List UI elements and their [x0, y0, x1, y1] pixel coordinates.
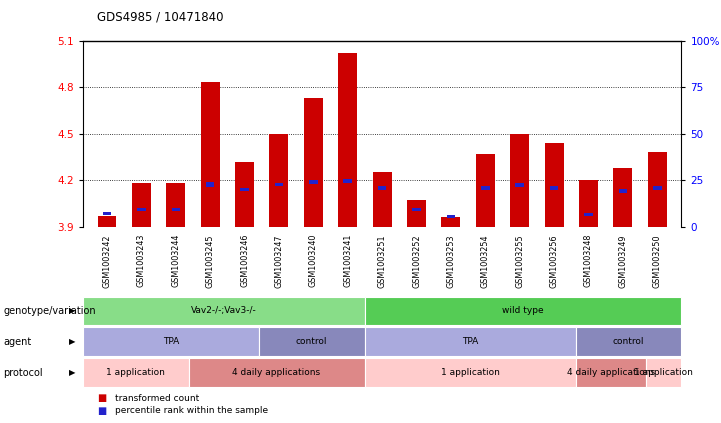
- Text: 4 daily applications: 4 daily applications: [232, 368, 321, 377]
- Bar: [137, 208, 146, 211]
- Text: GSM1003253: GSM1003253: [446, 234, 456, 288]
- Bar: [579, 180, 598, 227]
- Bar: [446, 215, 455, 218]
- Bar: [132, 183, 151, 227]
- Text: TPA: TPA: [462, 337, 478, 346]
- Text: GSM1003254: GSM1003254: [481, 234, 490, 288]
- Bar: [476, 154, 495, 227]
- Bar: [200, 82, 220, 227]
- Text: GSM1003248: GSM1003248: [584, 234, 593, 288]
- Bar: [378, 186, 386, 190]
- Bar: [550, 186, 558, 190]
- Bar: [412, 208, 421, 211]
- Bar: [343, 179, 352, 183]
- Text: transformed count: transformed count: [115, 394, 200, 403]
- Text: wild type: wild type: [502, 306, 544, 316]
- Text: control: control: [296, 337, 327, 346]
- Bar: [97, 216, 117, 227]
- Text: GSM1003250: GSM1003250: [653, 234, 662, 288]
- Bar: [584, 213, 593, 216]
- Bar: [614, 168, 632, 227]
- Bar: [373, 173, 392, 227]
- Text: GSM1003241: GSM1003241: [343, 234, 353, 288]
- Text: GDS4985 / 10471840: GDS4985 / 10471840: [97, 11, 224, 24]
- Bar: [167, 183, 185, 227]
- Text: GSM1003252: GSM1003252: [412, 234, 421, 288]
- Bar: [653, 186, 662, 190]
- Bar: [407, 201, 426, 227]
- Bar: [275, 182, 283, 187]
- Bar: [338, 53, 357, 227]
- Bar: [544, 143, 564, 227]
- Text: percentile rank within the sample: percentile rank within the sample: [115, 407, 268, 415]
- Text: GSM1003242: GSM1003242: [102, 234, 112, 288]
- Text: GSM1003240: GSM1003240: [309, 234, 318, 288]
- Text: GSM1003243: GSM1003243: [137, 234, 146, 288]
- Bar: [647, 152, 667, 227]
- Text: GSM1003244: GSM1003244: [172, 234, 180, 288]
- Bar: [510, 134, 529, 227]
- Text: ▶: ▶: [68, 368, 75, 377]
- Text: protocol: protocol: [4, 368, 43, 378]
- Text: GSM1003247: GSM1003247: [275, 234, 283, 288]
- Bar: [619, 189, 627, 192]
- Text: GSM1003245: GSM1003245: [205, 234, 215, 288]
- Text: GSM1003256: GSM1003256: [549, 234, 559, 288]
- Text: TPA: TPA: [163, 337, 179, 346]
- Bar: [304, 98, 323, 227]
- Text: Vav2-/-;Vav3-/-: Vav2-/-;Vav3-/-: [191, 306, 257, 316]
- Bar: [240, 188, 249, 191]
- Text: ■: ■: [97, 406, 107, 416]
- Bar: [270, 134, 288, 227]
- Text: 4 daily applications: 4 daily applications: [567, 368, 655, 377]
- Bar: [235, 162, 254, 227]
- Bar: [309, 180, 318, 184]
- Text: 1 application: 1 application: [441, 368, 500, 377]
- Bar: [441, 217, 461, 227]
- Bar: [516, 183, 524, 187]
- Bar: [172, 208, 180, 211]
- Text: GSM1003246: GSM1003246: [240, 234, 249, 288]
- Text: 1 application: 1 application: [106, 368, 165, 377]
- Text: GSM1003255: GSM1003255: [516, 234, 524, 288]
- Text: GSM1003251: GSM1003251: [378, 234, 386, 288]
- Bar: [481, 186, 490, 190]
- Text: agent: agent: [4, 337, 32, 347]
- Bar: [102, 212, 111, 215]
- Text: 1 application: 1 application: [634, 368, 693, 377]
- Text: genotype/variation: genotype/variation: [4, 306, 96, 316]
- Text: control: control: [613, 337, 645, 346]
- Text: ▶: ▶: [68, 337, 75, 346]
- Bar: [206, 182, 214, 187]
- Text: ▶: ▶: [68, 306, 75, 316]
- Text: ■: ■: [97, 393, 107, 403]
- Text: GSM1003249: GSM1003249: [619, 234, 627, 288]
